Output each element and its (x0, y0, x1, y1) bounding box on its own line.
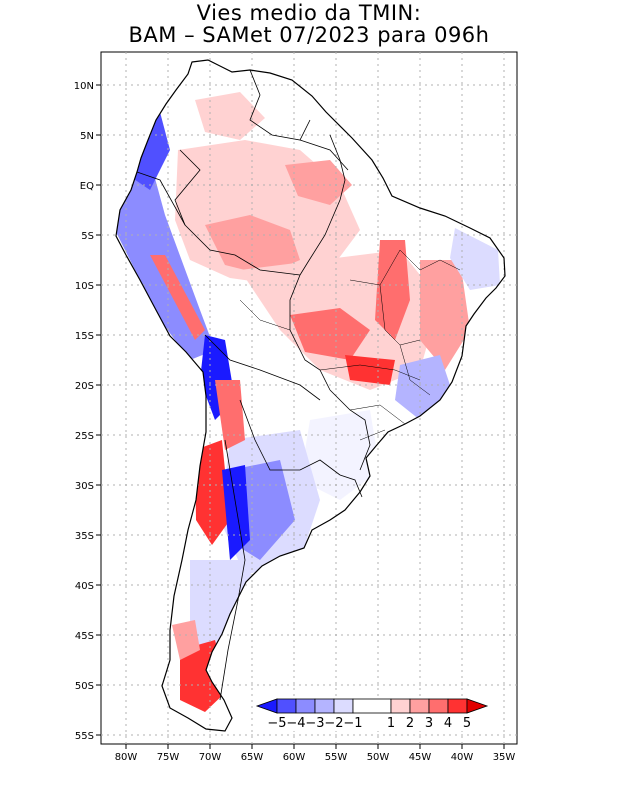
patagonia-warm (172, 620, 200, 660)
lat-label: 50S (75, 681, 94, 692)
longitude-labels: 80W 75W 70W 65W 60W 55W 50W 45W 40W 35W (115, 752, 516, 763)
lat-label: 55S (75, 731, 94, 742)
colorbar-swatch (314, 698, 335, 714)
colorbar-label: 2 (406, 716, 414, 731)
chile-central-hot (195, 440, 230, 545)
colorbar-label: −2 (324, 716, 343, 731)
latitude-labels: 10N 5N EQ 5S 10S 15S 20S 25S 30S 35S 40S… (74, 81, 94, 742)
colorbar-swatch (447, 698, 468, 714)
gridlines (101, 52, 517, 744)
lon-label: 65W (241, 752, 264, 763)
lat-label: 25S (75, 431, 94, 442)
colorbar-label: −3 (305, 716, 324, 731)
lat-label: 20S (75, 381, 94, 392)
lat-label: 10N (74, 81, 94, 92)
colorbar: −5 −4 −3 −2 −1 1 2 3 4 5 (255, 697, 489, 731)
coastline (115, 59, 506, 732)
lon-label: 70W (199, 752, 222, 763)
lat-label: EQ (80, 181, 94, 192)
title-line-1: Vies medio da TMIN: (196, 1, 422, 25)
colorbar-swatch (409, 698, 430, 714)
map-title: Vies medio da TMIN: BAM – SAMet 07/2023 … (0, 2, 618, 46)
lon-label: 50W (367, 752, 390, 763)
lon-label: 55W (325, 752, 348, 763)
northern-warm-area (195, 92, 265, 140)
colorbar-label: 3 (425, 716, 433, 731)
lat-label: 10S (75, 281, 94, 292)
colorbar-label: 1 (387, 716, 395, 731)
south-brazil-light (300, 410, 380, 500)
lon-label: 80W (115, 752, 138, 763)
colorbar-swatch (428, 698, 449, 714)
colorbar-label: −4 (286, 716, 305, 731)
central-west-hotspot (345, 355, 395, 385)
colorbar-label: 4 (444, 716, 452, 731)
lon-label: 75W (157, 752, 180, 763)
chile-north-warm (215, 380, 245, 450)
country-borders (136, 69, 371, 701)
andes-central-cool (222, 465, 250, 560)
peru-andes-warm-streak (150, 255, 205, 340)
colorbar-swatch (333, 698, 354, 714)
lat-label: 35S (75, 531, 94, 542)
guiana-warm-area (285, 160, 352, 205)
lat-label: 30S (75, 481, 94, 492)
state-borders (239, 249, 461, 441)
lon-label: 40W (451, 752, 474, 763)
tocantins-warm-strip (375, 240, 410, 340)
colorbar-arrow-high (466, 698, 489, 714)
colorbar-label: 5 (463, 716, 471, 731)
lat-label: 15S (75, 331, 94, 342)
lon-label: 45W (409, 752, 432, 763)
colorbar-swatch (276, 698, 297, 714)
colorbar-swatch (390, 698, 411, 714)
colorbar-swatch (295, 698, 316, 714)
title-line-2: BAM – SAMet 07/2023 para 096h (128, 23, 490, 47)
lat-label: 5S (81, 231, 94, 242)
colorbar-label: −1 (343, 716, 362, 731)
lat-label: 40S (75, 581, 94, 592)
axis-ticks (96, 84, 505, 749)
eastern-brazil-warm (420, 260, 470, 370)
lat-label: 5N (80, 131, 94, 142)
colorbar-label: −5 (267, 716, 286, 731)
lon-label: 35W (493, 752, 516, 763)
mato-grosso-warm-core (290, 308, 370, 360)
lat-label: 45S (75, 631, 94, 642)
lon-label: 60W (283, 752, 306, 763)
colorbar-swatch (352, 698, 392, 714)
